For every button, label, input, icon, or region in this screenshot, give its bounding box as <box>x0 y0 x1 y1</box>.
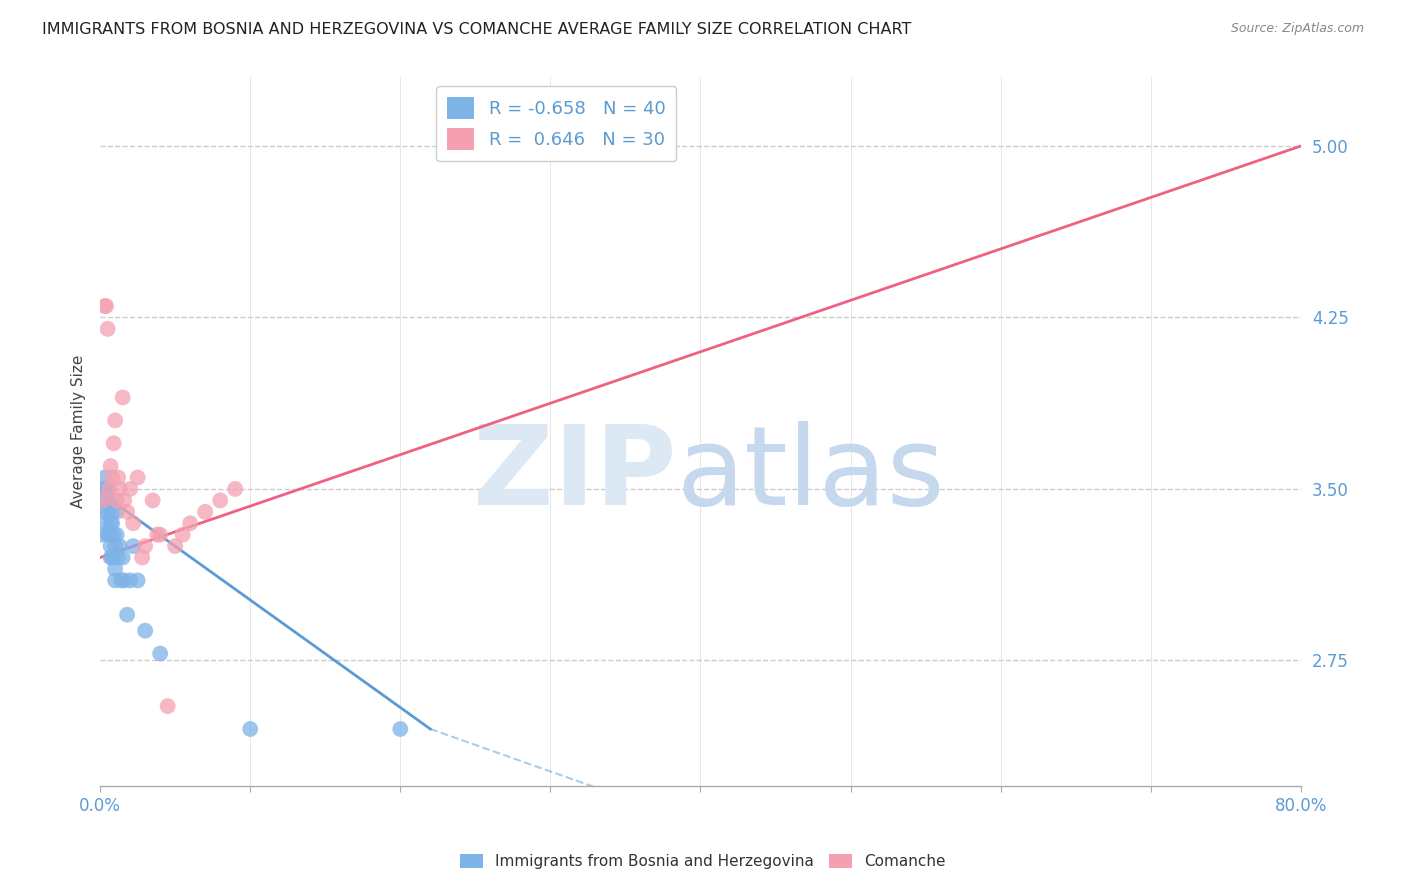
Point <box>105 493 128 508</box>
Point <box>131 550 153 565</box>
Point <box>98 493 121 508</box>
Point <box>91 493 114 508</box>
Point <box>97 505 120 519</box>
Point <box>104 574 127 588</box>
Point <box>149 527 172 541</box>
Point <box>100 550 122 565</box>
Point <box>94 299 117 313</box>
Point <box>101 516 124 531</box>
Point <box>93 482 115 496</box>
Point <box>100 539 122 553</box>
Text: atlas: atlas <box>676 421 945 528</box>
Text: IMMIGRANTS FROM BOSNIA AND HERZEGOVINA VS COMANCHE AVERAGE FAMILY SIZE CORRELATI: IMMIGRANTS FROM BOSNIA AND HERZEGOVINA V… <box>42 22 911 37</box>
Point <box>146 527 169 541</box>
Text: Source: ZipAtlas.com: Source: ZipAtlas.com <box>1230 22 1364 36</box>
Point <box>179 516 201 531</box>
Point <box>107 550 129 565</box>
Point <box>98 482 121 496</box>
Legend: R = -0.658   N = 40, R =  0.646   N = 30: R = -0.658 N = 40, R = 0.646 N = 30 <box>436 87 676 161</box>
Point <box>108 539 131 553</box>
Point <box>90 527 112 541</box>
Point <box>104 539 127 553</box>
Point <box>134 624 156 638</box>
Point <box>107 470 129 484</box>
Point <box>389 722 412 736</box>
Point <box>122 516 145 531</box>
Point <box>103 436 125 450</box>
Point <box>104 413 127 427</box>
Point <box>156 699 179 714</box>
Point <box>122 539 145 553</box>
Point <box>224 482 246 496</box>
Point <box>115 607 138 622</box>
Point <box>120 574 142 588</box>
Point <box>112 574 135 588</box>
Point <box>104 562 127 576</box>
Point <box>108 482 131 496</box>
Point <box>94 493 117 508</box>
Point <box>93 505 115 519</box>
Point <box>127 574 149 588</box>
Point <box>91 482 114 496</box>
Point <box>105 505 128 519</box>
Point <box>111 550 134 565</box>
Legend: Immigrants from Bosnia and Herzegovina, Comanche: Immigrants from Bosnia and Herzegovina, … <box>454 848 952 875</box>
Point <box>93 470 115 484</box>
Point <box>100 516 122 531</box>
Point <box>93 299 115 313</box>
Point <box>101 550 124 565</box>
Point <box>149 647 172 661</box>
Point <box>142 493 165 508</box>
Point <box>120 482 142 496</box>
Point <box>103 550 125 565</box>
Point <box>105 527 128 541</box>
Point <box>134 539 156 553</box>
Point <box>110 574 132 588</box>
Point <box>97 527 120 541</box>
Point <box>194 505 217 519</box>
Text: ZIP: ZIP <box>472 421 676 528</box>
Point <box>101 470 124 484</box>
Point <box>101 505 124 519</box>
Point <box>100 459 122 474</box>
Point <box>98 527 121 541</box>
Point <box>112 493 135 508</box>
Point <box>111 391 134 405</box>
Point <box>172 527 194 541</box>
Point <box>97 482 120 496</box>
Y-axis label: Average Family Size: Average Family Size <box>72 355 86 508</box>
Point <box>91 493 114 508</box>
Point <box>94 516 117 531</box>
Point <box>165 539 187 553</box>
Point <box>239 722 262 736</box>
Point <box>127 470 149 484</box>
Point <box>97 322 120 336</box>
Point <box>115 505 138 519</box>
Point <box>94 482 117 496</box>
Point <box>103 527 125 541</box>
Point <box>209 493 232 508</box>
